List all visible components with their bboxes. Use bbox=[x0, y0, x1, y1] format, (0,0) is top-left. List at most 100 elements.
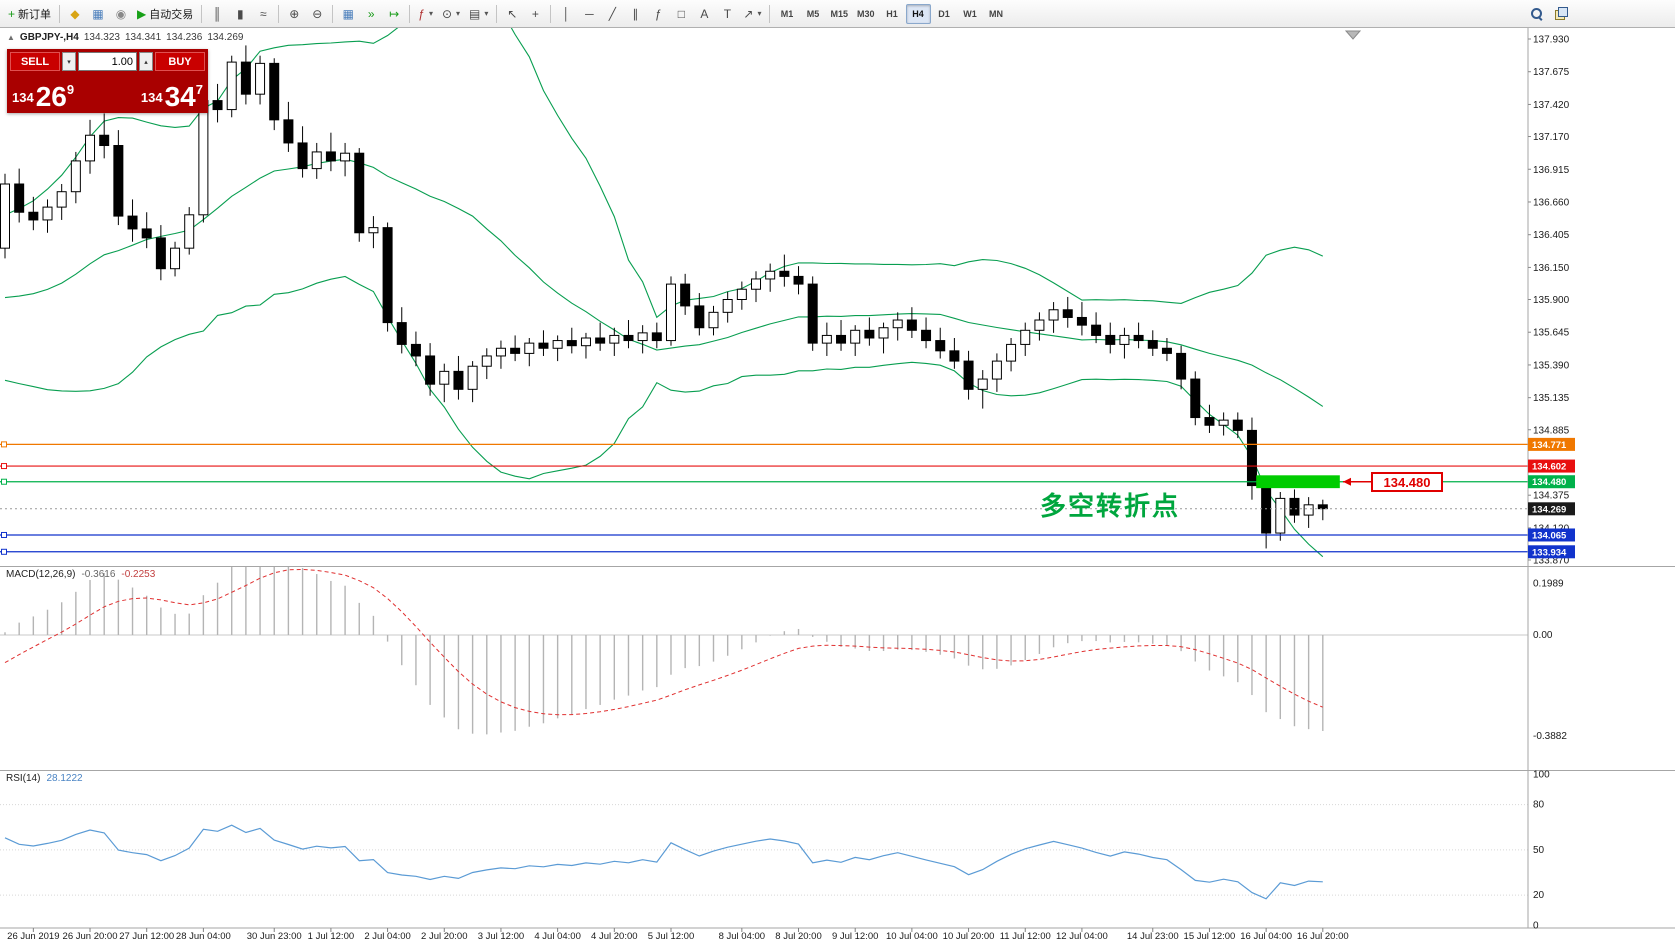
bar-chart-button[interactable]: ║ bbox=[206, 3, 228, 25]
timeframe-button-m1[interactable]: M1 bbox=[780, 8, 794, 19]
auto-trading-button[interactable]: ▶ 自动交易 bbox=[133, 3, 197, 25]
text-button[interactable]: A bbox=[693, 3, 715, 25]
candle bbox=[665, 276, 676, 346]
chart-symbol-period: GBPJPY-,H4 bbox=[19, 32, 79, 43]
candle bbox=[736, 281, 747, 310]
price-tick-label: 135.900 bbox=[1533, 295, 1570, 306]
auto-scroll-icon: » bbox=[367, 6, 375, 21]
chart-canvas[interactable]: 137.930 137.675 137.420 137.170 136.915 136.6… bbox=[0, 28, 1675, 947]
rsi-value: 28.1222 bbox=[46, 773, 83, 784]
periods-button[interactable]: ⊙ ▾ bbox=[438, 3, 464, 25]
price-callout-label[interactable]: 134.480 bbox=[1371, 472, 1443, 492]
dropdown-caret-icon: ▾ bbox=[428, 9, 433, 18]
level-line-handle[interactable] bbox=[1, 463, 7, 470]
volume-increase-button[interactable]: ▴ bbox=[139, 52, 153, 71]
rsi-axis-label: 20 bbox=[1533, 890, 1545, 901]
market-watch-button[interactable]: ◆ bbox=[64, 3, 86, 25]
candle bbox=[510, 335, 521, 362]
new-order-button[interactable]: + 新订单 bbox=[4, 3, 55, 25]
price-tag bbox=[1528, 545, 1575, 559]
channel-icon: ∥ bbox=[632, 6, 639, 21]
fibonacci-icon: ƒ bbox=[655, 6, 662, 21]
chart-shift-marker[interactable] bbox=[1344, 30, 1362, 40]
level-line-handle[interactable] bbox=[1, 548, 7, 555]
candlestick-chart-button[interactable]: ▮ bbox=[229, 3, 251, 25]
candle bbox=[311, 142, 322, 179]
dropdown-caret-icon: ▾ bbox=[456, 9, 461, 18]
timeframe-button-w1[interactable]: W1 bbox=[963, 8, 977, 19]
zoom-in-button[interactable]: ⊕ bbox=[283, 3, 305, 25]
candle bbox=[1034, 312, 1045, 341]
arrows-button[interactable]: ↗ ▾ bbox=[739, 3, 765, 25]
chart-shift-button[interactable]: ↦ bbox=[383, 3, 405, 25]
candle bbox=[255, 55, 266, 105]
level-line-handle[interactable] bbox=[1, 531, 7, 538]
channel-button[interactable]: ∥ bbox=[624, 3, 646, 25]
candle bbox=[396, 307, 407, 354]
timeframe-button-h4[interactable]: H4 bbox=[905, 3, 931, 24]
candle bbox=[1091, 312, 1102, 344]
cursor-button[interactable]: ↖ bbox=[501, 3, 523, 25]
time-axis-label: 28 Jun 04:00 bbox=[175, 931, 231, 942]
level-line-handle[interactable] bbox=[1, 441, 7, 448]
timeframe-button-mn[interactable]: MN bbox=[989, 8, 1003, 19]
chart-windows-button[interactable] bbox=[1549, 3, 1571, 25]
chart-ohlc-header: ▲ GBPJPY-,H4 134.323 134.341 134.236 134… bbox=[7, 32, 243, 43]
volume-decrease-button[interactable]: ▾ bbox=[62, 52, 76, 71]
candle bbox=[623, 320, 634, 349]
sell-button[interactable]: SELL bbox=[10, 52, 60, 71]
templates-button[interactable]: ▤ ▾ bbox=[465, 3, 492, 25]
crosshair-button[interactable]: + bbox=[524, 3, 546, 25]
macd-histogram bbox=[4, 567, 1324, 735]
time-axis-label: 3 Jul 12:00 bbox=[477, 931, 525, 942]
rsi-indicator-label: RSI(14) 28.1222 bbox=[6, 773, 83, 784]
candle bbox=[1048, 302, 1059, 333]
candle bbox=[354, 148, 365, 242]
timeframe-button-m5[interactable]: M5 bbox=[806, 8, 820, 19]
shapes-button[interactable]: □ bbox=[670, 3, 692, 25]
price-tick-label: 133.870 bbox=[1533, 556, 1570, 567]
auto-scroll-button[interactable]: » bbox=[360, 3, 382, 25]
timeframe-button-m30[interactable]: M30 bbox=[856, 8, 875, 19]
ohlc-low: 134.236 bbox=[166, 32, 203, 43]
time-axis-label: 8 Jul 20:00 bbox=[775, 931, 822, 942]
symbol-search-button[interactable] bbox=[1525, 3, 1547, 25]
chart-annotation-text[interactable]: 多空转折点 bbox=[1040, 491, 1181, 521]
timeframe-button-d1[interactable]: D1 bbox=[938, 8, 950, 19]
magnifier-icon bbox=[1530, 7, 1543, 20]
data-window-button[interactable]: ▦ bbox=[87, 3, 109, 25]
candle bbox=[141, 212, 152, 249]
horizontal-line-button[interactable]: ─ bbox=[578, 3, 600, 25]
level-line-handle[interactable] bbox=[1, 478, 7, 485]
highlight-rectangle[interactable] bbox=[1256, 475, 1340, 489]
buy-button[interactable]: BUY bbox=[155, 52, 205, 71]
tile-windows-button[interactable]: ▦ bbox=[337, 3, 359, 25]
candle bbox=[538, 330, 549, 356]
candle bbox=[991, 353, 1002, 392]
timeframe-button-m15[interactable]: M15 bbox=[830, 8, 848, 19]
timeframe-button-h1[interactable]: H1 bbox=[886, 8, 898, 19]
candle bbox=[680, 273, 691, 315]
candle bbox=[595, 322, 606, 351]
candle bbox=[0, 173, 10, 259]
vertical-line-button[interactable]: │ bbox=[555, 3, 577, 25]
text-label-button[interactable]: T bbox=[716, 3, 738, 25]
candle bbox=[1147, 330, 1158, 356]
toolbar-separator bbox=[201, 4, 203, 23]
volume-input[interactable] bbox=[78, 52, 137, 71]
trendline-button[interactable]: ╱ bbox=[601, 3, 623, 25]
candle bbox=[935, 327, 946, 359]
candle bbox=[1218, 412, 1229, 436]
navigator-button[interactable]: ◉ bbox=[110, 3, 132, 25]
time-axis-label: 16 Jul 20:00 bbox=[1296, 931, 1349, 942]
line-chart-button[interactable]: ≈ bbox=[252, 3, 274, 25]
price-tick-label: 134.375 bbox=[1533, 491, 1570, 502]
zoom-out-button[interactable]: ⊖ bbox=[306, 3, 328, 25]
svg-text:134.602: 134.602 bbox=[1532, 462, 1566, 473]
indicators-button[interactable]: ƒ ▾ bbox=[414, 3, 437, 25]
toolbar-separator bbox=[769, 4, 771, 23]
fibonacci-button[interactable]: ƒ bbox=[647, 3, 669, 25]
sell-price-prefix: 134 bbox=[12, 90, 34, 105]
price-tag bbox=[1528, 475, 1575, 489]
macd-indicator-label: MACD(12,26,9) -0.3616 -0.2253 bbox=[6, 569, 155, 580]
